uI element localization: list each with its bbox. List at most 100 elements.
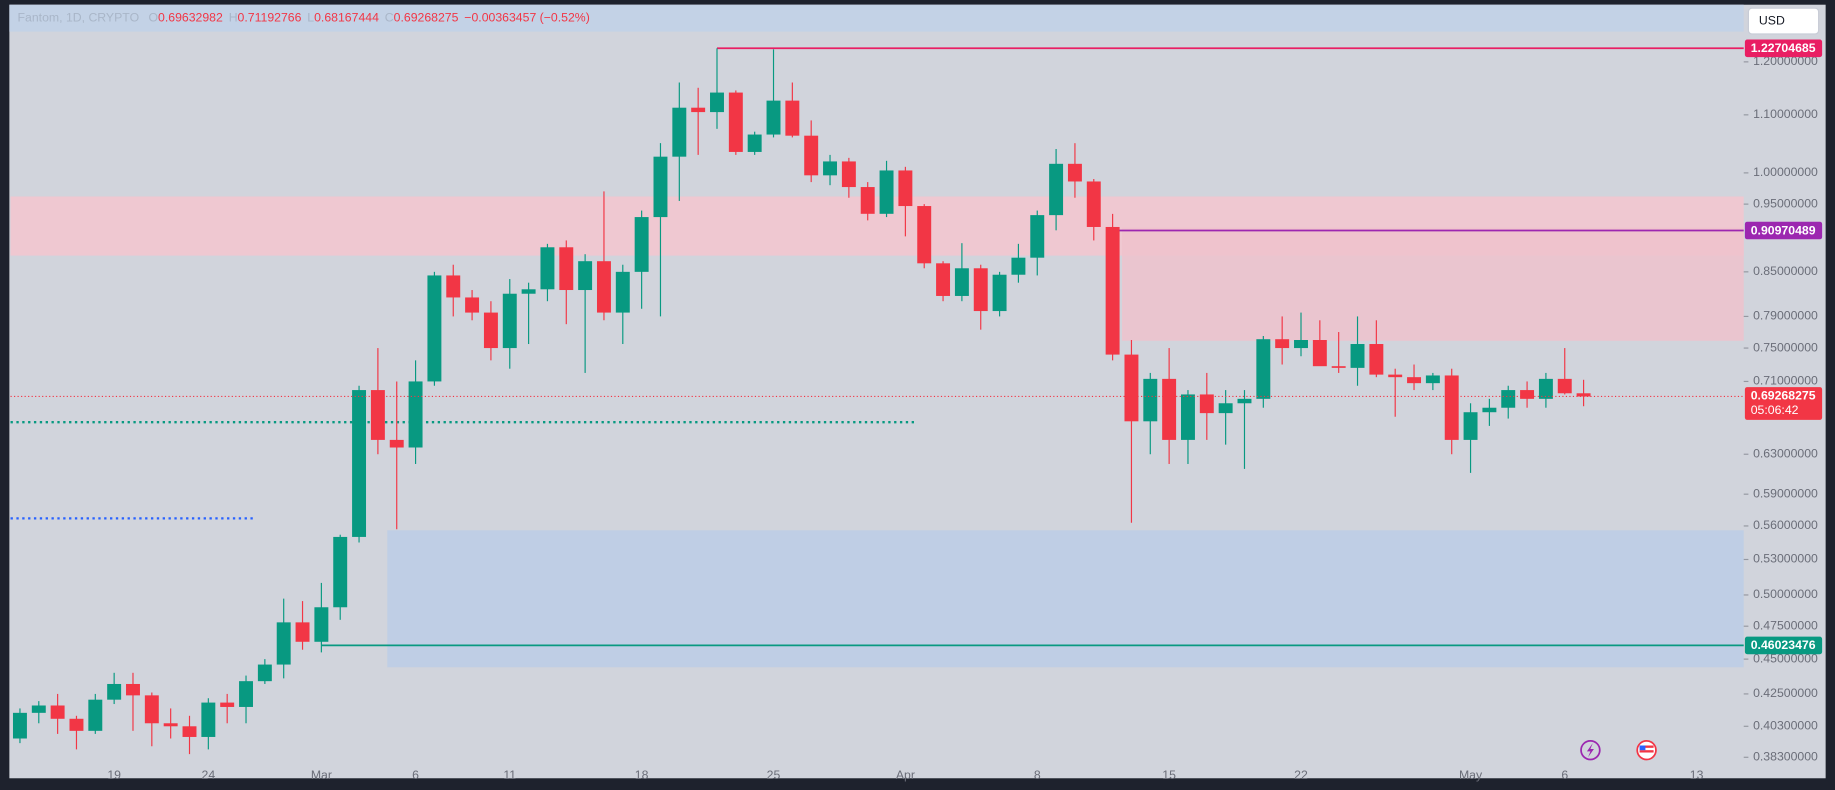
candle-body xyxy=(973,268,988,312)
zones xyxy=(10,196,1744,668)
y-tick-label: 1.20000000 xyxy=(1753,54,1818,68)
candle-body xyxy=(1557,378,1572,394)
candle-body xyxy=(521,289,536,294)
candle-body xyxy=(182,726,197,737)
candle-body xyxy=(408,381,423,448)
candle-body xyxy=(1444,375,1459,440)
currency-button[interactable] xyxy=(1747,7,1820,35)
y-tick-label: 0.47500000 xyxy=(1753,618,1818,632)
candle-body xyxy=(936,263,951,296)
candle-body xyxy=(653,156,668,218)
candle-body xyxy=(615,271,630,313)
y-tick-label: 0.95000000 xyxy=(1753,196,1818,210)
x-tick-label: 24 xyxy=(202,768,216,782)
candle-body xyxy=(1030,215,1045,258)
candle-body xyxy=(370,390,385,440)
candle-body xyxy=(31,705,46,713)
candle-body xyxy=(1463,412,1478,440)
candle-body xyxy=(144,695,159,724)
price-label: 1.22704685 xyxy=(1751,41,1816,55)
x-tick-label: Mar xyxy=(311,768,332,782)
y-tick-label: 0.71000000 xyxy=(1753,374,1818,388)
candle-body xyxy=(1162,378,1177,440)
price-label-box xyxy=(1744,221,1823,240)
candle-body xyxy=(1425,375,1440,384)
candle-body xyxy=(1256,339,1271,399)
candle-body xyxy=(126,683,140,696)
candle-body xyxy=(1049,163,1064,216)
candle-body xyxy=(1105,226,1120,355)
x-tick-label: 19 xyxy=(107,768,121,782)
candle-body xyxy=(1237,398,1252,404)
x-tick-label: 22 xyxy=(1294,768,1308,782)
candle-body xyxy=(841,161,856,188)
ohlc-key: O xyxy=(148,11,158,25)
candle-body xyxy=(502,293,517,349)
ohlc-value: 0.69632982 xyxy=(158,11,223,25)
candle-body xyxy=(728,92,743,152)
y-tick-label: 0.40300000 xyxy=(1753,719,1818,733)
candle-body xyxy=(1538,378,1553,399)
y-tick-label: 0.63000000 xyxy=(1753,446,1818,460)
x-tick-label: 25 xyxy=(767,768,781,782)
candle-body xyxy=(427,275,442,382)
change: −0.00363457 (−0.52%) xyxy=(464,11,589,25)
y-tick-label: 1.10000000 xyxy=(1753,107,1818,121)
y-tick-label: 0.50000000 xyxy=(1753,587,1818,601)
candle-body xyxy=(1011,257,1026,275)
candle-body xyxy=(1067,163,1082,182)
x-tick-label: 6 xyxy=(412,768,419,782)
ohlc-value: 0.69268275 xyxy=(394,11,459,25)
y-tick-label: 0.53000000 xyxy=(1753,552,1818,566)
x-tick-label: 13 xyxy=(1690,768,1704,782)
candle-body xyxy=(483,312,498,349)
candle-body xyxy=(898,170,913,207)
candle-body xyxy=(1124,354,1139,422)
candle-body xyxy=(879,170,894,214)
candle-body xyxy=(747,134,762,152)
y-tick-label: 0.38300000 xyxy=(1753,750,1818,764)
currency-label: USD xyxy=(1759,13,1785,27)
candle-body xyxy=(220,702,235,707)
x-tick-label: Apr xyxy=(896,768,915,782)
candle-body xyxy=(1482,407,1497,413)
candle-body xyxy=(163,723,178,727)
candle-body xyxy=(1576,393,1591,397)
candle-body xyxy=(917,206,932,264)
candle-body xyxy=(333,536,348,608)
candle-body xyxy=(465,297,480,313)
ohlc-key: C xyxy=(385,11,394,25)
candle-body xyxy=(672,107,687,157)
alert-icon[interactable] xyxy=(1580,739,1601,761)
candle-body xyxy=(691,107,706,113)
events-icon[interactable] xyxy=(1636,739,1657,761)
y-tick-label: 0.56000000 xyxy=(1753,518,1818,532)
y-tick-label: 0.45000000 xyxy=(1753,651,1818,665)
candle-body xyxy=(201,702,216,737)
candle-body xyxy=(1369,344,1384,375)
ohlc-key: L xyxy=(307,11,314,25)
candle-body xyxy=(559,247,574,291)
candle-body xyxy=(276,622,291,665)
candle-body xyxy=(50,705,65,719)
candle-body xyxy=(710,92,724,113)
candle-body xyxy=(239,681,253,707)
x-tick-label: 6 xyxy=(1561,768,1568,782)
y-tick-label: 0.59000000 xyxy=(1753,486,1818,500)
candle-body xyxy=(1501,390,1516,408)
ohlc-value: 0.71192766 xyxy=(238,11,302,25)
header-bar xyxy=(9,4,1744,32)
candle-body xyxy=(389,439,404,448)
candle-body xyxy=(107,683,122,700)
candle-body xyxy=(1143,378,1158,422)
x-tick-label: 11 xyxy=(503,768,516,782)
candle-body xyxy=(88,699,103,731)
price-label-box xyxy=(1744,636,1823,655)
legend: Fantom, 1D, CRYPTO O0.69632982 H0.71192766… xyxy=(18,11,590,25)
candle-body xyxy=(1407,377,1422,384)
candle-body xyxy=(540,247,555,290)
candle-body xyxy=(823,161,837,176)
candle-body xyxy=(446,275,461,298)
